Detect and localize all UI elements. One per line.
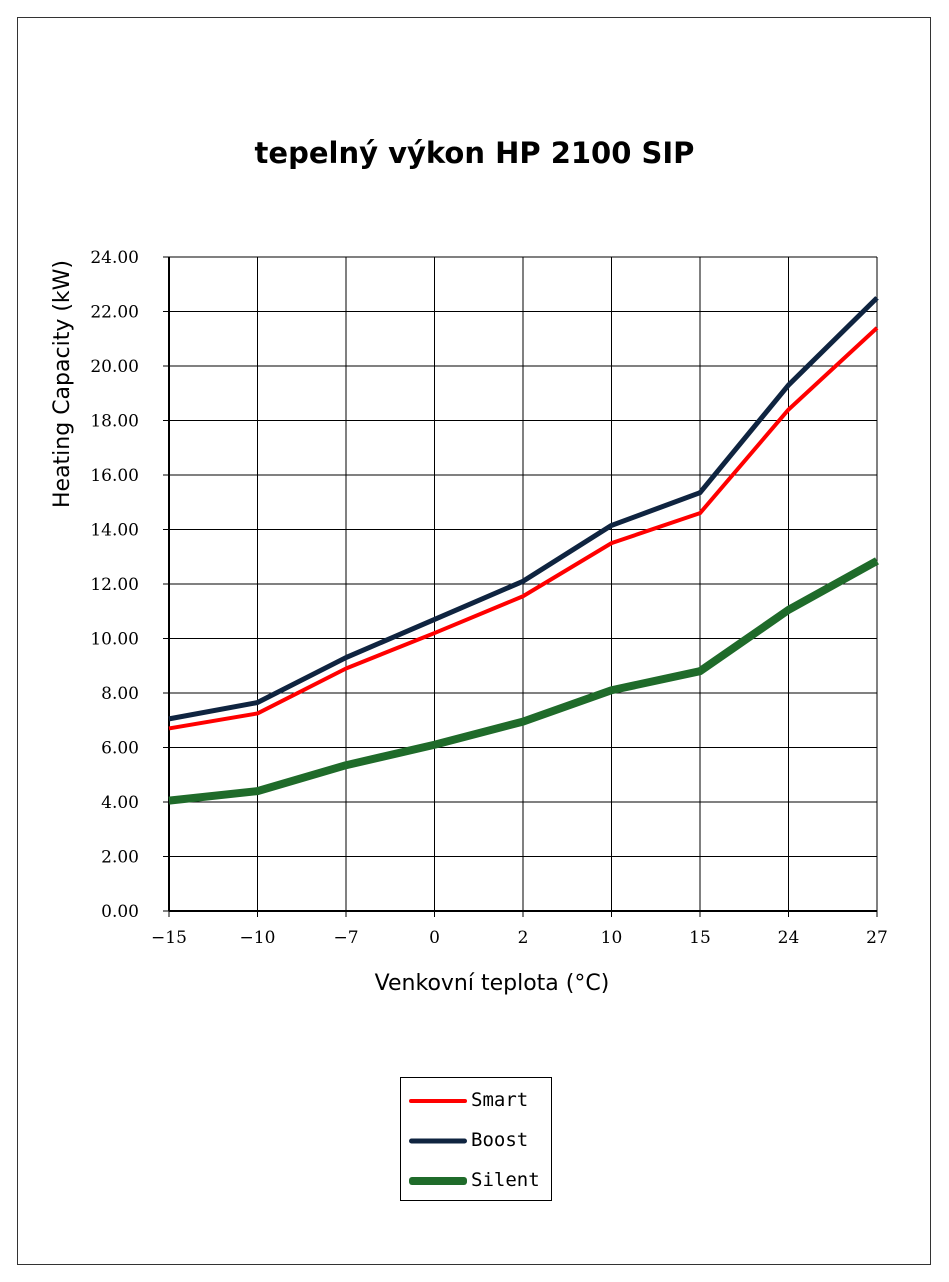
axis-layer: −15 −10 −7 0 2 10 15 24 27 0.00 2.00 4.00 6.00 8.00 10…: [90, 248, 887, 948]
series-layer: [168, 296, 879, 805]
legend-item-smart: Smart: [401, 1086, 551, 1116]
y-tick-label: 16.00: [90, 466, 139, 486]
x-tick-label: 0: [429, 928, 440, 948]
y-tick-label: 10.00: [90, 630, 139, 650]
series-line-silent: [168, 557, 879, 805]
y-tick-label: 4.00: [101, 793, 139, 813]
y-tick-label: 8.00: [101, 684, 139, 704]
y-tick-label: 14.00: [90, 521, 139, 541]
series-line-boost: [168, 296, 879, 722]
y-tick-label: 18.00: [90, 412, 139, 432]
x-tick-label: 15: [689, 928, 711, 948]
chart-title: tepelný výkon HP 2100 SIP: [254, 136, 695, 170]
y-axis-title: Heating Capacity (kW): [50, 260, 75, 508]
y-tick-label: 22.00: [90, 303, 139, 323]
legend-item-silent: Silent: [401, 1166, 551, 1196]
legend-label-smart: Smart: [471, 1089, 529, 1111]
x-tick-label: −7: [333, 928, 358, 948]
legend-swatch-silent: [409, 1177, 467, 1185]
y-tick-label: 0.00: [101, 902, 139, 922]
grid-layer: [168, 256, 878, 912]
x-tick-label: 27: [866, 928, 888, 948]
y-tick-label: 12.00: [90, 575, 139, 595]
y-tick-label: 24.00: [90, 248, 139, 268]
legend-label-boost: Boost: [471, 1129, 529, 1151]
legend: Smart Boost Silent: [400, 1077, 552, 1201]
y-tick-label: 2.00: [101, 848, 139, 868]
y-tick-label: 6.00: [101, 739, 139, 759]
legend-label-silent: Silent: [471, 1169, 540, 1191]
series-line-smart: [168, 326, 879, 731]
x-tick-label: 2: [518, 928, 529, 948]
x-axis-title: Venkovní teplota (°C): [375, 971, 610, 996]
y-tick-label: 20.00: [90, 357, 139, 377]
x-tick-label: 10: [601, 928, 623, 948]
x-tick-label: −10: [240, 928, 276, 948]
x-tick-label: −15: [151, 928, 187, 948]
legend-swatch-boost: [409, 1138, 467, 1144]
legend-item-boost: Boost: [401, 1126, 551, 1156]
legend-swatch-smart: [409, 1099, 467, 1103]
x-tick-label: 24: [778, 928, 800, 948]
